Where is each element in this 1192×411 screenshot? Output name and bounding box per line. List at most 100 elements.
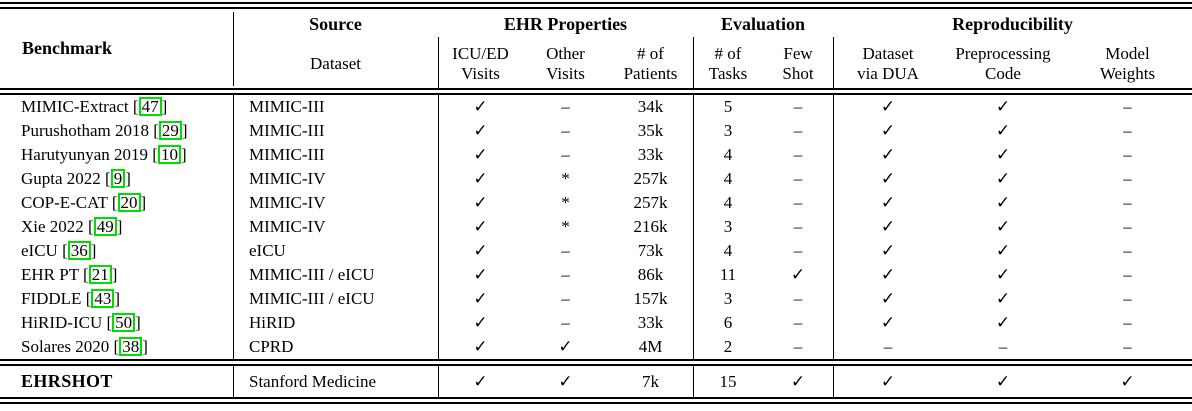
benchmark-cell: Harutyunyan 2019 [10] [0,143,233,167]
num-patients-cell: 35k [637,121,664,140]
citation: [10] [148,145,187,164]
citation-link[interactable]: 29 [158,121,182,140]
citation-link[interactable]: 49 [93,217,117,236]
header-line: Model [1105,43,1150,63]
benchmark-name: Gupta 2022 [21,169,101,188]
num-tasks-cell: 4 [723,145,733,164]
column-header-few-shot: Few Shot [763,39,833,88]
citation: [50] [102,313,141,332]
table-row: Solares 2020 [38] CPRD ✓ ✓ 4M 2 – – – – [0,335,1192,359]
top-double-rule [0,2,1192,9]
benchmark-name: HiRID-ICU [21,313,103,332]
benchmark-cell: eICU [36] [0,239,233,263]
column-header-benchmark: Benchmark [22,38,112,58]
num-patients-cell: 257k [633,169,668,188]
citation: [29] [148,121,188,140]
column-header-model-weights: Model Weights [1063,39,1192,88]
table-final-row-section: EHRSHOT Stanford Medicine ✓ ✓ 7k 15 ✓ ✓ ✓ ✓ [0,366,1192,397]
dataset-cell: Stanford Medicine [249,372,376,391]
icu-ed-visits-cell: ✓ [473,289,488,308]
column-divider [438,95,439,359]
model-weights-cell: – [1123,217,1132,236]
benchmark-name: Xie 2022 [21,217,84,236]
num-patients-cell: 34k [637,97,664,116]
citation-link[interactable]: 21 [88,265,112,284]
preprocessing-code-cell: ✓ [995,193,1011,212]
few-shot-cell: – [793,193,803,212]
dataset-cell: MIMIC-III [249,121,325,140]
benchmark-cell: Xie 2022 [49] [0,215,233,239]
header-line: Dataset [862,43,914,63]
dataset-cell: MIMIC-IV [249,217,326,236]
num-tasks-cell: 15 [719,372,737,391]
citation: [9] [100,169,131,188]
header-line: Few [783,43,813,63]
dataset-cell: MIMIC-III [249,145,325,164]
few-shot-cell: ✓ [790,372,806,391]
citation-link[interactable]: 43 [91,289,115,308]
table-row: Harutyunyan 2019 [10] MIMIC-III ✓ – 33k 4 – ✓ ✓ – [0,143,1192,167]
citation: [43] [81,289,121,308]
column-divider [693,366,694,397]
column-divider [233,95,234,359]
other-visits-cell: * [561,169,570,188]
table-header: Benchmark Source EHR Properties Evaluati… [0,9,1192,88]
other-visits-cell: ✓ [558,337,573,356]
benchmark-name: Purushotham 2018 [21,121,149,140]
column-header-dataset-via-dua: Dataset via DUA [833,39,943,88]
header-double-rule [0,88,1192,95]
column-divider [833,37,834,88]
pre-final-double-rule [0,359,1192,366]
table-body: MIMIC-Extract [47] MIMIC-III ✓ –34k 5– ✓ ✓ – Pur… [0,95,1192,359]
citation-link[interactable]: 38 [119,337,143,356]
benchmark-name: MIMIC-Extract [21,97,129,116]
other-visits-cell: * [561,193,570,212]
other-visits-cell: – [561,265,570,284]
icu-ed-visits-cell: ✓ [473,97,488,116]
benchmark-name: COP-E-CAT [21,193,108,212]
dataset-cell: MIMIC-IV [249,169,326,188]
table-row: HiRID-ICU [50] HiRID ✓ – 33k 6 – ✓ ✓ – [0,311,1192,335]
benchmark-name: Harutyunyan 2019 [21,145,149,164]
header-line: Visits [461,63,500,83]
icu-ed-visits-cell: ✓ [473,372,488,391]
citation-link[interactable]: 36 [67,241,91,260]
num-tasks-cell: 4 [723,193,733,212]
other-visits-cell: – [561,289,570,308]
table-row: MIMIC-Extract [47] MIMIC-III ✓ – 34k 5 – ✓ ✓ – [0,95,1192,119]
model-weights-cell: – [1123,313,1132,332]
preprocessing-code-cell: ✓ [995,289,1011,308]
num-patients-cell: 33k [637,145,664,164]
citation-link[interactable]: 47 [138,97,162,116]
citation-link[interactable]: 50 [112,313,136,332]
header-line: Tasks [708,63,748,83]
model-weights-cell: – [1123,97,1132,116]
column-divider [233,366,234,397]
dataset-via-dua-cell: ✓ [880,289,896,308]
dataset-via-dua-cell: ✓ [880,169,896,188]
group-header-ehr-properties: EHR Properties [503,13,628,34]
benchmark-cell: EHR PT [21] [0,263,233,287]
column-divider [438,37,439,88]
icu-ed-visits-cell: ✓ [473,193,488,212]
num-patients-cell: 86k [637,265,664,284]
dataset-via-dua-cell: ✓ [880,217,896,236]
few-shot-cell: – [793,337,803,356]
few-shot-cell: – [793,313,803,332]
preprocessing-code-cell: ✓ [995,372,1011,391]
dataset-via-dua-cell: ✓ [880,241,896,260]
citation-link[interactable]: 20 [117,193,141,212]
icu-ed-visits-cell: ✓ [473,241,488,260]
preprocessing-code-cell: ✓ [995,145,1011,164]
dataset-cell: HiRID [249,313,296,332]
citation: [47] [128,97,168,116]
model-weights-cell: – [1123,145,1132,164]
citation-link[interactable]: 9 [110,169,126,188]
citation-link[interactable]: 10 [157,145,181,164]
model-weights-cell: – [1123,169,1132,188]
num-tasks-cell: 6 [723,313,733,332]
column-header-num-patients: # of Patients [608,39,693,88]
citation: [21] [78,265,118,284]
num-patients-cell: 216k [633,217,668,236]
